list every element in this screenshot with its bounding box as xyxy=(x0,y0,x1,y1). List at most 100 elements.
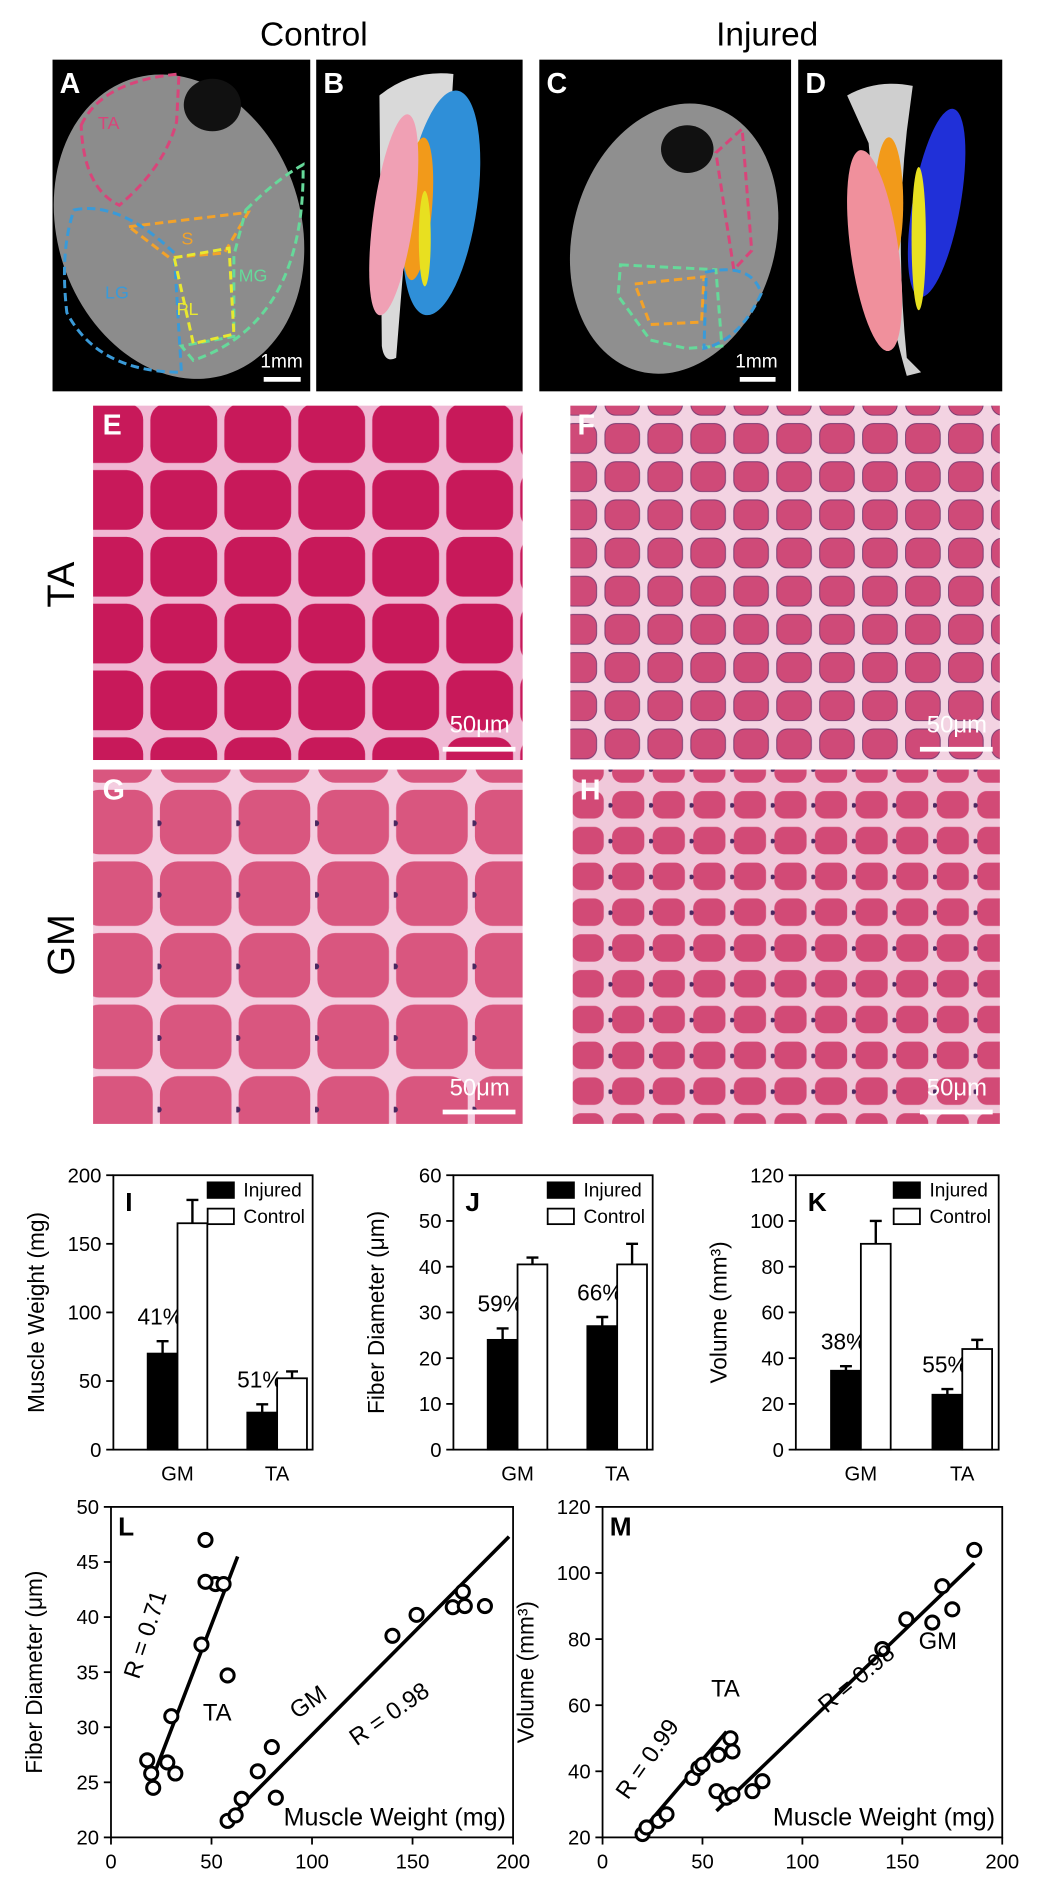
outline-pl xyxy=(172,246,236,346)
bar xyxy=(146,1352,179,1451)
x-tick-label: 50 xyxy=(691,1851,714,1872)
error-bar xyxy=(596,1315,609,1327)
x-tick-label: GM xyxy=(501,1464,534,1486)
x-tick-label: 0 xyxy=(105,1851,116,1872)
point xyxy=(145,1779,162,1796)
annotation: 55% xyxy=(922,1351,967,1377)
muscle-label: MG xyxy=(239,266,268,286)
legend-label: Control xyxy=(243,1207,305,1228)
outline-s xyxy=(632,275,706,327)
histology-image xyxy=(93,405,523,761)
y-tick-label: 100 xyxy=(750,1211,784,1233)
bar xyxy=(176,1222,209,1451)
bar xyxy=(931,1393,964,1451)
panel-c: 1mm C xyxy=(539,59,792,392)
pl-render xyxy=(911,167,926,311)
y-tick-label: 120 xyxy=(750,1165,784,1187)
panel-letter: A xyxy=(60,68,81,100)
panel-letter: G xyxy=(103,774,125,806)
y-tick-label: 30 xyxy=(77,1717,100,1739)
y-tick-label: 10 xyxy=(419,1394,442,1416)
x-tick-label: 150 xyxy=(396,1851,430,1872)
point xyxy=(694,1756,711,1773)
point xyxy=(193,1636,210,1653)
y-tick-label: 60 xyxy=(419,1165,442,1187)
panel-letter: I xyxy=(125,1187,132,1217)
legend-swatch xyxy=(892,1207,921,1226)
row-label: TA xyxy=(40,561,83,607)
y-tick-label: 60 xyxy=(568,1695,591,1717)
y-tick-label: 20 xyxy=(568,1828,591,1850)
r-label: R = 0.99 xyxy=(611,1714,685,1804)
bar xyxy=(616,1263,648,1451)
panel-letter: L xyxy=(118,1512,134,1542)
y-tick-label: 40 xyxy=(77,1607,100,1629)
point xyxy=(724,1786,741,1803)
outline-lg xyxy=(62,207,183,374)
y-tick-label: 50 xyxy=(419,1211,442,1233)
point xyxy=(219,1667,236,1684)
scale-bar-label: 1mm xyxy=(735,351,777,372)
panel-letter: D xyxy=(805,68,826,100)
point xyxy=(724,1743,741,1760)
x-tick-label: TA xyxy=(265,1464,290,1486)
histology-image xyxy=(93,769,523,1124)
column-title: Control xyxy=(260,16,368,53)
panel-f: F 50μm xyxy=(570,405,1000,761)
bone xyxy=(661,125,714,174)
x-tick-label: 50 xyxy=(200,1851,223,1872)
x-tick-label: 150 xyxy=(885,1851,919,1872)
scale-bar-label: 1mm xyxy=(260,351,302,372)
series-label: GM xyxy=(285,1680,332,1724)
x-tick-label: 0 xyxy=(597,1851,608,1872)
y-tick-label: 150 xyxy=(68,1234,102,1256)
x-axis-label: Muscle Weight (mg) xyxy=(773,1803,995,1831)
annotation: 38% xyxy=(821,1328,866,1354)
point xyxy=(267,1789,284,1806)
y-axis-label: Fiber Diameter (μm) xyxy=(21,1571,47,1774)
bar xyxy=(961,1348,993,1451)
point xyxy=(143,1765,160,1782)
plot-frame xyxy=(601,1506,1004,1839)
annotation: 51% xyxy=(237,1367,282,1393)
tissue xyxy=(569,103,779,374)
panel-d: D xyxy=(798,59,1003,392)
point xyxy=(167,1765,184,1782)
y-axis-label: Fiber Diameter (μm) xyxy=(363,1211,389,1414)
x-tick-label: TA xyxy=(605,1464,630,1486)
ta-render xyxy=(369,114,419,316)
point xyxy=(658,1806,675,1823)
legend-label: Injured xyxy=(929,1181,987,1202)
panel-letter: J xyxy=(465,1187,480,1217)
bar xyxy=(830,1369,862,1451)
point xyxy=(263,1739,280,1756)
x-tick-label: 200 xyxy=(985,1851,1019,1872)
pl-render xyxy=(418,190,431,287)
y-tick-label: 0 xyxy=(430,1440,441,1462)
panel-letter: F xyxy=(577,409,595,441)
point xyxy=(408,1606,425,1623)
x-tick-label: GM xyxy=(845,1464,878,1486)
error-bar xyxy=(286,1370,299,1379)
y-tick-label: 20 xyxy=(761,1394,784,1416)
y-tick-label: 25 xyxy=(77,1772,100,1794)
y-tick-label: 100 xyxy=(557,1563,591,1585)
x-tick-label: GM xyxy=(161,1464,194,1486)
error-bar xyxy=(496,1327,509,1340)
x-tick-label: 100 xyxy=(295,1851,329,1872)
plot-frame xyxy=(110,1506,514,1839)
point xyxy=(874,1640,891,1658)
outline-lg xyxy=(702,268,763,351)
point xyxy=(197,1531,214,1549)
y-tick-label: 20 xyxy=(419,1348,442,1370)
y-tick-label: 60 xyxy=(761,1303,784,1325)
panel-a: TA S LG PL MG 1mm A xyxy=(52,59,311,392)
point xyxy=(476,1598,493,1615)
point xyxy=(924,1614,941,1631)
panel-letter: B xyxy=(323,68,344,100)
y-tick-label: 45 xyxy=(77,1552,100,1574)
panel-letter: H xyxy=(580,774,601,806)
point xyxy=(159,1754,176,1771)
outline-ta xyxy=(79,72,181,207)
legend-swatch xyxy=(892,1181,921,1199)
